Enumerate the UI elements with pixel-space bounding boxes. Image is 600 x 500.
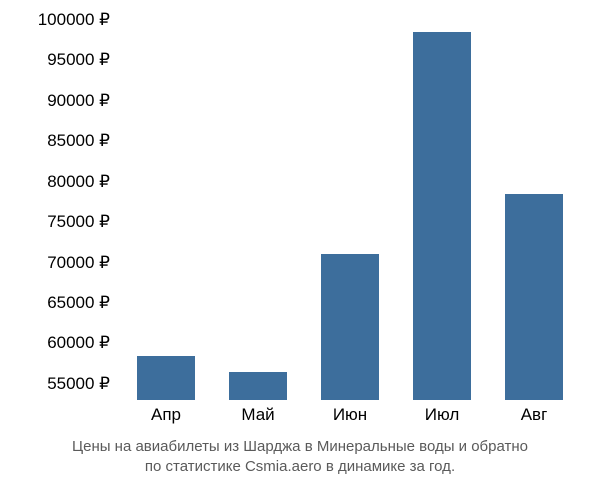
bar [229, 372, 286, 400]
bar [505, 194, 562, 400]
bar [321, 254, 378, 400]
price-chart: 55000 ₽ 60000 ₽ 65000 ₽ 70000 ₽ 75000 ₽ 80000… [0, 0, 600, 500]
bar [137, 356, 194, 400]
y-tick-label: 80000 ₽ [47, 172, 110, 192]
y-tick-label: 95000 ₽ [47, 50, 110, 70]
x-tick-label: Авг [521, 405, 548, 425]
chart-caption-line2: по статистике Csmia.aero в динамике за г… [0, 458, 600, 475]
x-tick-label: Июл [425, 405, 460, 425]
x-axis: Апр Май Июн Июл Авг [120, 405, 580, 430]
y-axis: 55000 ₽ 60000 ₽ 65000 ₽ 70000 ₽ 75000 ₽ 80000… [0, 20, 115, 400]
y-tick-label: 55000 ₽ [47, 374, 110, 394]
y-tick-label: 75000 ₽ [47, 212, 110, 232]
y-tick-label: 90000 ₽ [47, 91, 110, 111]
bar [413, 32, 470, 400]
y-tick-label: 100000 ₽ [38, 10, 110, 30]
x-tick-label: Апр [151, 405, 181, 425]
y-tick-label: 60000 ₽ [47, 333, 110, 353]
chart-caption-line1: Цены на авиабилеты из Шарджа в Минеральн… [0, 438, 600, 455]
y-tick-label: 70000 ₽ [47, 253, 110, 273]
y-tick-label: 85000 ₽ [47, 131, 110, 151]
y-tick-label: 65000 ₽ [47, 293, 110, 313]
x-tick-label: Июн [333, 405, 367, 425]
x-tick-label: Май [241, 405, 274, 425]
plot-area [120, 20, 580, 400]
